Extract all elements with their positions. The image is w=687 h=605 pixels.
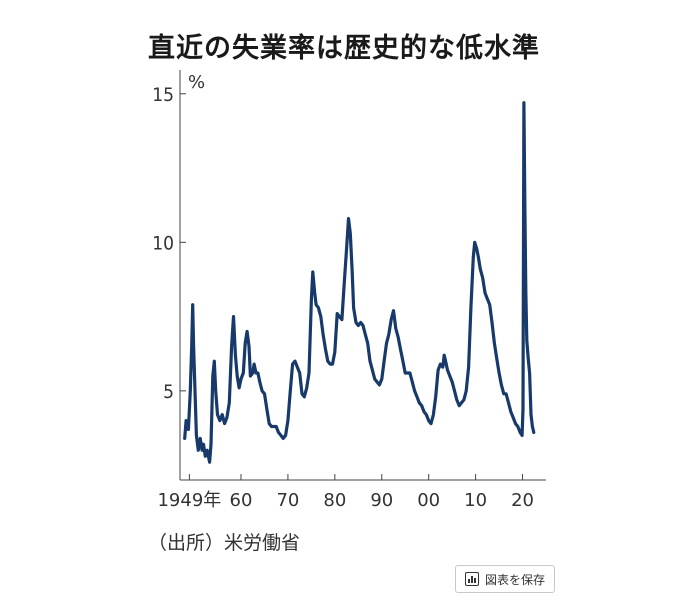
y-tick-label: 5 <box>163 381 174 403</box>
x-tick-label: 60 <box>230 490 253 511</box>
x-tick-label: 80 <box>323 490 346 511</box>
bar-chart-icon <box>464 572 479 586</box>
save-chart-label: 図表を保存 <box>484 572 545 587</box>
x-tick-label: 70 <box>276 490 299 511</box>
unemployment-rate-line <box>183 101 536 464</box>
x-tick-label: 20 <box>511 490 534 511</box>
line-chart: % 5 10 15 1949年 60 70 80 90 00 10 20 <box>152 70 546 511</box>
y-axis-unit-label: % <box>188 72 205 93</box>
x-tick-label: 90 <box>370 490 393 511</box>
chart-card: 直近の失業率は歴史的な低水準 % 5 10 15 1949年 60 70 80 90 00 10 20… <box>118 8 570 560</box>
y-tick-label: 10 <box>152 232 174 254</box>
x-tick-label: 1949年 <box>157 490 221 511</box>
chart-title: 直近の失業率は歴史的な低水準 <box>148 33 540 64</box>
y-tick-label: 15 <box>152 84 174 106</box>
source-note: （出所）米労働省 <box>148 532 301 554</box>
save-chart-button[interactable]: 図表を保存 <box>455 565 555 593</box>
x-tick-label: 10 <box>464 490 487 511</box>
x-tick-label: 00 <box>417 490 440 511</box>
